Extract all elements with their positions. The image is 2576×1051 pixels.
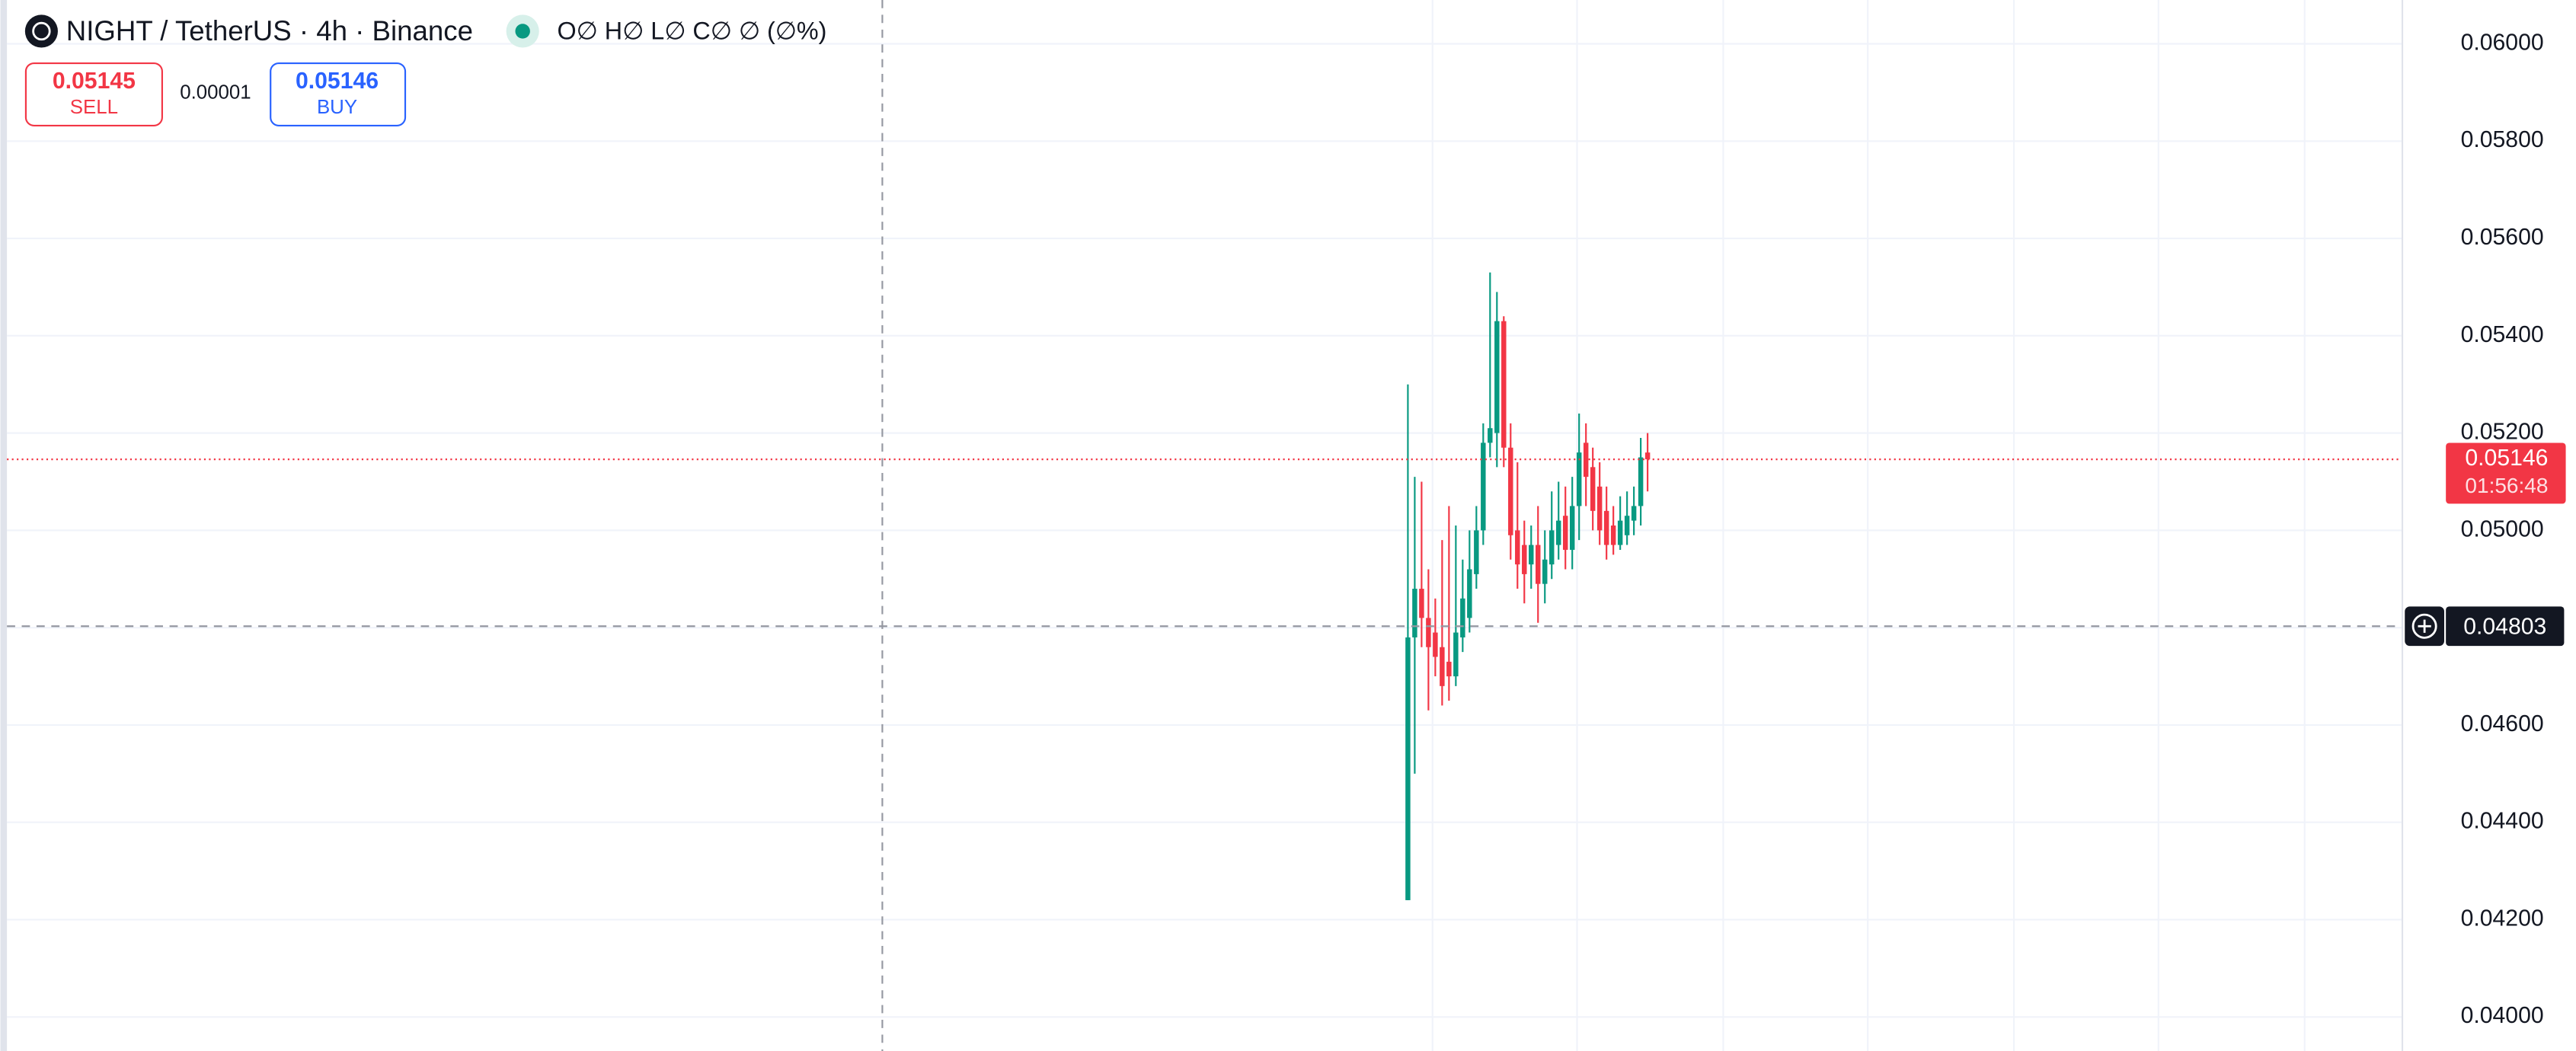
symbol-icon-mark bbox=[32, 21, 51, 41]
candle-body bbox=[1548, 530, 1555, 565]
buy-label[interactable]: BUY bbox=[317, 97, 357, 118]
candle-body bbox=[1446, 661, 1452, 677]
candle-body bbox=[1501, 321, 1507, 448]
candle-body bbox=[1426, 618, 1431, 647]
countdown-label: 01:56:48 bbox=[2465, 474, 2548, 497]
candle-body bbox=[1590, 467, 1596, 511]
chart-title: NIGHT / TetherUS · 4h · Binance bbox=[66, 15, 473, 46]
candle-body bbox=[1583, 442, 1589, 478]
overlay: 0.05146 01:56:48 0.04803 bbox=[7, 442, 2566, 647]
candle-body bbox=[1508, 447, 1513, 535]
candle-body bbox=[1529, 545, 1534, 565]
crosshair-price-box bbox=[2446, 606, 2565, 647]
candle-body bbox=[1474, 530, 1479, 574]
sell-price[interactable]: 0.05145 bbox=[53, 69, 136, 94]
candle-body bbox=[1576, 452, 1582, 506]
crosshair-add-plus bbox=[2418, 619, 2431, 633]
candle-body bbox=[1536, 545, 1541, 584]
candle-body bbox=[1460, 598, 1465, 637]
time-grid bbox=[1431, 0, 2306, 1051]
candle-body bbox=[1542, 559, 1548, 584]
candle-body bbox=[1494, 321, 1500, 433]
grid: 0.040000.042000.044000.046000.048000.050… bbox=[7, 30, 2544, 1028]
last-price-box bbox=[2446, 442, 2566, 504]
last-price-label: 0.05146 bbox=[2465, 446, 2548, 471]
y-tick-label: 0.06000 bbox=[2461, 30, 2544, 55]
y-tick-label: 0.05000 bbox=[2461, 516, 2544, 541]
candles bbox=[1405, 272, 1651, 900]
y-tick-label: 0.04000 bbox=[2461, 1003, 2544, 1028]
y-tick-label: 0.05600 bbox=[2461, 225, 2544, 250]
candle-body bbox=[1569, 506, 1575, 550]
candle-body bbox=[1515, 530, 1520, 565]
buy-price[interactable]: 0.05146 bbox=[296, 69, 379, 94]
candle-body bbox=[1596, 486, 1603, 531]
ohlc-legend: O∅ H∅ L∅ C∅ ∅ (∅%) bbox=[557, 18, 826, 45]
crosshair-add-icon bbox=[2411, 613, 2437, 639]
candle-body bbox=[1644, 452, 1651, 460]
candle-body bbox=[1624, 516, 1630, 535]
candle-body bbox=[1467, 569, 1472, 618]
crosshair-price-label: 0.04803 bbox=[2463, 614, 2546, 639]
candle-body bbox=[1405, 637, 1411, 900]
y-tick-label: 0.04200 bbox=[2461, 906, 2544, 931]
candle-body bbox=[1610, 526, 1616, 545]
candle-body bbox=[1440, 647, 1445, 686]
y-tick-label: 0.04600 bbox=[2461, 711, 2544, 736]
sell-button[interactable]: 0.05145 SELL bbox=[24, 62, 163, 127]
buy-button[interactable]: 0.05146 BUY bbox=[270, 62, 407, 127]
candle-body bbox=[1522, 545, 1527, 574]
y-tick-label: 0.05200 bbox=[2461, 420, 2544, 445]
candle-body bbox=[1412, 589, 1417, 637]
candle-body bbox=[1562, 516, 1568, 550]
candle-body bbox=[1481, 442, 1486, 531]
sell-box[interactable] bbox=[24, 62, 163, 127]
candle-body bbox=[1555, 520, 1561, 545]
candle-body bbox=[1617, 520, 1623, 545]
candle-body bbox=[1488, 428, 1493, 443]
status-dot bbox=[515, 24, 530, 39]
symbol-icon bbox=[24, 14, 58, 48]
candle-body bbox=[1453, 632, 1459, 677]
candle-body bbox=[1631, 506, 1637, 521]
sell-label[interactable]: SELL bbox=[70, 97, 118, 118]
buy-box[interactable] bbox=[270, 62, 407, 127]
left-border bbox=[0, 0, 8, 1051]
candle-body bbox=[1603, 510, 1609, 545]
candle-body bbox=[1638, 457, 1644, 506]
y-tick-label: 0.04400 bbox=[2461, 809, 2544, 834]
y-tick-label: 0.05800 bbox=[2461, 127, 2544, 152]
candle-body bbox=[1419, 589, 1424, 618]
candle-body bbox=[1433, 632, 1438, 657]
spread: 0.00001 bbox=[180, 82, 251, 104]
y-tick-label: 0.05400 bbox=[2461, 322, 2544, 347]
price-axis-border bbox=[2401, 0, 2404, 1051]
